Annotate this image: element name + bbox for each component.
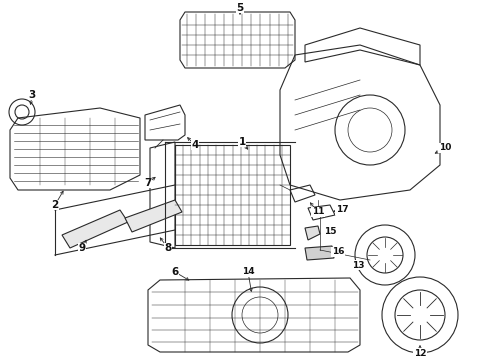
Text: 12: 12 <box>414 348 426 357</box>
Text: 17: 17 <box>336 206 348 215</box>
Text: 8: 8 <box>164 243 171 253</box>
Text: 10: 10 <box>439 144 451 153</box>
Polygon shape <box>305 246 334 260</box>
Polygon shape <box>62 210 128 248</box>
Text: 7: 7 <box>145 178 152 188</box>
Text: 6: 6 <box>172 267 179 277</box>
Text: 3: 3 <box>28 90 36 100</box>
Polygon shape <box>125 200 182 232</box>
Text: 5: 5 <box>236 3 244 13</box>
Text: 4: 4 <box>191 140 198 150</box>
Text: 16: 16 <box>332 248 344 256</box>
Text: 13: 13 <box>352 261 364 270</box>
Text: 15: 15 <box>324 228 336 237</box>
Bar <box>175 145 290 245</box>
Polygon shape <box>305 226 320 240</box>
Text: 1: 1 <box>238 137 245 147</box>
Text: 9: 9 <box>78 243 86 253</box>
Text: 2: 2 <box>51 200 59 210</box>
Text: 14: 14 <box>242 267 254 276</box>
Text: 11: 11 <box>312 207 324 216</box>
